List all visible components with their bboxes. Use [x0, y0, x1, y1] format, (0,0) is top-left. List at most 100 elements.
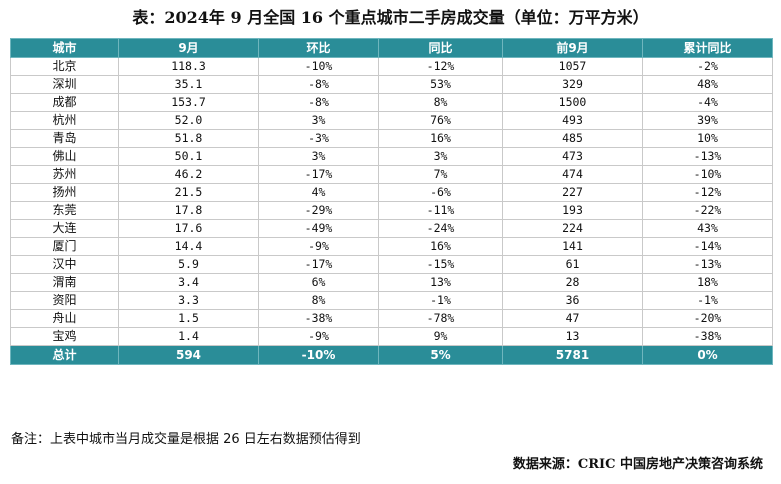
footnote: 备注：上表中城市当月成交量是根据 26 日左右数据预估得到: [11, 432, 361, 447]
yoy-cell: 3%: [378, 147, 503, 166]
mom-cell: -17%: [258, 255, 379, 274]
first-nine-months-cell: 224: [502, 219, 643, 238]
header-mom: 环比: [258, 38, 379, 58]
mom-cell: -9%: [258, 237, 379, 256]
first-nine-months-cell: 28: [502, 273, 643, 292]
september-cell: 5.9: [118, 255, 259, 274]
september-cell: 46.2: [118, 165, 259, 184]
header-row: 城市 9月 环比 同比 前9月 累计同比: [10, 38, 773, 58]
table-row: 渭南 3.4 6% 13% 28 18%: [10, 273, 773, 292]
city-cell: 佛山: [10, 147, 119, 166]
yoy-cell: -15%: [378, 255, 503, 274]
header-yoy: 同比: [378, 38, 503, 58]
table-title: 表：2024年 9 月全国 16 个重点城市二手房成交量（单位：万平方米）: [132, 8, 649, 27]
header-cumulative-yoy: 累计同比: [642, 38, 773, 58]
september-cell: 21.5: [118, 183, 259, 202]
table-row: 青岛 51.8 -3% 16% 485 10%: [10, 129, 773, 148]
city-cell: 杭州: [10, 111, 119, 130]
cumulative-yoy-cell: -38%: [642, 327, 773, 346]
cumulative-yoy-cell: -1%: [642, 291, 773, 310]
city-cell: 大连: [10, 219, 119, 238]
city-cell: 舟山: [10, 309, 119, 328]
mom-cell: -17%: [258, 165, 379, 184]
cumulative-yoy-cell: -4%: [642, 93, 773, 112]
table-row: 杭州 52.0 3% 76% 493 39%: [10, 111, 773, 130]
cumulative-yoy-cell: -22%: [642, 201, 773, 220]
mom-cell: -49%: [258, 219, 379, 238]
cumulative-yoy-cell: -13%: [642, 255, 773, 274]
cumulative-yoy-cell: 18%: [642, 273, 773, 292]
yoy-cell: -11%: [378, 201, 503, 220]
mom-cell: -8%: [258, 75, 379, 94]
table-row: 汉中 5.9 -17% -15% 61 -13%: [10, 255, 773, 274]
first-nine-months-cell: 329: [502, 75, 643, 94]
city-cell: 东莞: [10, 201, 119, 220]
first-nine-months-cell: 1500: [502, 93, 643, 112]
total-first-nine-months: 5781: [502, 345, 643, 365]
table-row: 宝鸡 1.4 -9% 9% 13 -38%: [10, 327, 773, 346]
september-cell: 50.1: [118, 147, 259, 166]
mom-cell: -8%: [258, 93, 379, 112]
city-cell: 深圳: [10, 75, 119, 94]
first-nine-months-cell: 473: [502, 147, 643, 166]
total-row: 总计 594 -10% 5% 5781 0%: [10, 345, 773, 365]
yoy-cell: 76%: [378, 111, 503, 130]
cumulative-yoy-cell: -2%: [642, 57, 773, 76]
yoy-cell: 16%: [378, 129, 503, 148]
september-cell: 51.8: [118, 129, 259, 148]
mom-cell: 6%: [258, 273, 379, 292]
first-nine-months-cell: 474: [502, 165, 643, 184]
yoy-cell: 53%: [378, 75, 503, 94]
september-cell: 3.4: [118, 273, 259, 292]
transaction-table: 城市 9月 环比 同比 前9月 累计同比 北京 118.3 -10% -12% 1057…: [10, 38, 773, 365]
header-first-nine-months: 前9月: [502, 38, 643, 58]
mom-cell: -9%: [258, 327, 379, 346]
cumulative-yoy-cell: 39%: [642, 111, 773, 130]
first-nine-months-cell: 493: [502, 111, 643, 130]
september-cell: 17.6: [118, 219, 259, 238]
cumulative-yoy-cell: -20%: [642, 309, 773, 328]
mom-cell: 3%: [258, 111, 379, 130]
city-cell: 汉中: [10, 255, 119, 274]
yoy-cell: -1%: [378, 291, 503, 310]
september-cell: 1.5: [118, 309, 259, 328]
yoy-cell: -12%: [378, 57, 503, 76]
header-city: 城市: [10, 38, 119, 58]
first-nine-months-cell: 141: [502, 237, 643, 256]
mom-cell: -38%: [258, 309, 379, 328]
first-nine-months-cell: 36: [502, 291, 643, 310]
mom-cell: 8%: [258, 291, 379, 310]
table-row: 大连 17.6 -49% -24% 224 43%: [10, 219, 773, 238]
total-cumulative-yoy: 0%: [642, 345, 773, 365]
yoy-cell: 9%: [378, 327, 503, 346]
first-nine-months-cell: 47: [502, 309, 643, 328]
table-row: 苏州 46.2 -17% 7% 474 -10%: [10, 165, 773, 184]
cumulative-yoy-cell: -12%: [642, 183, 773, 202]
september-cell: 17.8: [118, 201, 259, 220]
yoy-cell: -6%: [378, 183, 503, 202]
table-row: 扬州 21.5 4% -6% 227 -12%: [10, 183, 773, 202]
total-september: 594: [118, 345, 259, 365]
mom-cell: -3%: [258, 129, 379, 148]
data-source: 数据来源：CRIC 中国房地产决策咨询系统: [512, 457, 763, 472]
cumulative-yoy-cell: -13%: [642, 147, 773, 166]
city-cell: 青岛: [10, 129, 119, 148]
table-row: 北京 118.3 -10% -12% 1057 -2%: [10, 57, 773, 76]
first-nine-months-cell: 1057: [502, 57, 643, 76]
first-nine-months-cell: 13: [502, 327, 643, 346]
mom-cell: -10%: [258, 57, 379, 76]
table-row: 成都 153.7 -8% 8% 1500 -4%: [10, 93, 773, 112]
yoy-cell: 7%: [378, 165, 503, 184]
table-row: 东莞 17.8 -29% -11% 193 -22%: [10, 201, 773, 220]
city-cell: 扬州: [10, 183, 119, 202]
total-mom: -10%: [258, 345, 379, 365]
city-cell: 宝鸡: [10, 327, 119, 346]
yoy-cell: 8%: [378, 93, 503, 112]
mom-cell: 3%: [258, 147, 379, 166]
header-september: 9月: [118, 38, 259, 58]
city-cell: 资阳: [10, 291, 119, 310]
first-nine-months-cell: 227: [502, 183, 643, 202]
yoy-cell: 13%: [378, 273, 503, 292]
september-cell: 153.7: [118, 93, 259, 112]
